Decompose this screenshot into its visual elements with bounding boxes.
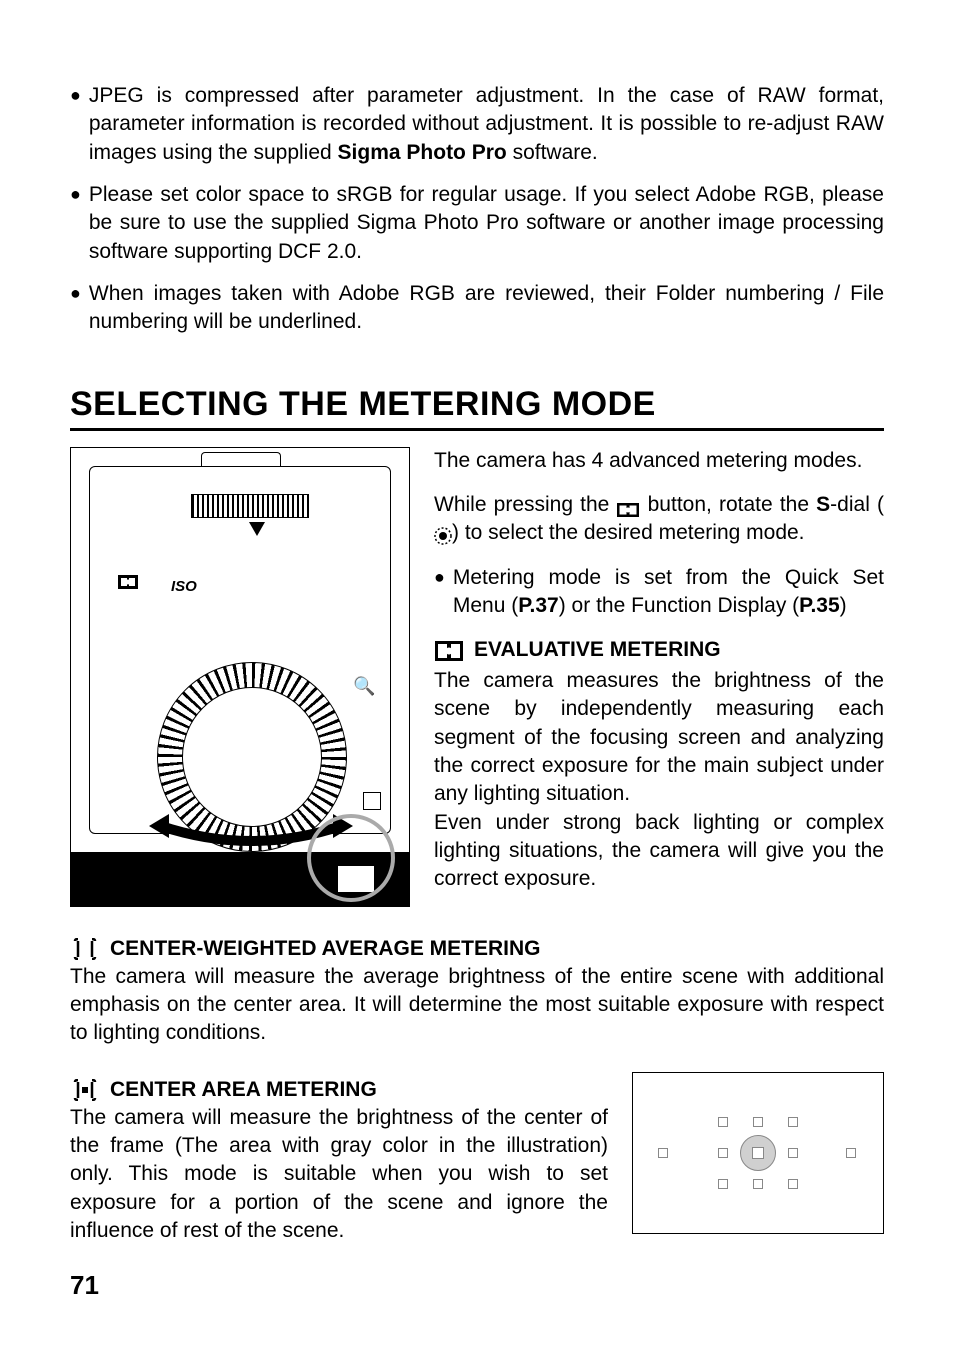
center-area-title: CENTER AREA METERING bbox=[110, 1078, 377, 1102]
af-point-diagram bbox=[632, 1072, 884, 1234]
af-point-square bbox=[753, 1179, 763, 1189]
center-weighted-title: CENTER-WEIGHTED AVERAGE METERING bbox=[110, 937, 541, 961]
bullet-item: ● When images taken with Adobe RGB are r… bbox=[70, 280, 884, 337]
evaluative-para-2: Even under strong back lighting or compl… bbox=[434, 809, 884, 894]
highlight-circle bbox=[307, 814, 395, 902]
af-point-square bbox=[788, 1148, 798, 1158]
evaluative-title: EVALUATIVE METERING bbox=[474, 636, 721, 664]
section-title: SELECTING THE METERING MODE bbox=[70, 385, 884, 431]
metering-button-inline-icon bbox=[616, 498, 640, 514]
evaluative-heading: EVALUATIVE METERING bbox=[434, 636, 884, 664]
af-point-square bbox=[718, 1148, 728, 1158]
af-point-square bbox=[753, 1117, 763, 1127]
bullet-item: ● Please set color space to sRGB for reg… bbox=[70, 181, 884, 266]
center-weighted-heading: CENTER-WEIGHTED AVERAGE METERING bbox=[70, 937, 884, 961]
bullet-text-post: software. bbox=[507, 141, 598, 164]
bullet-text-bold: Sigma Photo Pro bbox=[338, 141, 507, 164]
bullet-dot: ● bbox=[434, 564, 453, 621]
bullet-text: When images taken with Adobe RGB are rev… bbox=[89, 280, 884, 337]
af-point-square bbox=[718, 1179, 728, 1189]
af-point-square bbox=[788, 1179, 798, 1189]
bullet-text: Please set color space to sRGB for regul… bbox=[89, 181, 884, 266]
af-point-square bbox=[788, 1117, 798, 1127]
s-dial-inline-icon bbox=[434, 525, 452, 543]
iso-label: ISO bbox=[171, 578, 197, 595]
intro-para-2: While pressing the button, rotate the S-… bbox=[434, 491, 884, 548]
camera-illustration: ISO 🔍 bbox=[70, 447, 410, 907]
af-point-square bbox=[658, 1148, 668, 1158]
center-area-heading: CENTER AREA METERING bbox=[70, 1078, 608, 1102]
move-icon bbox=[363, 792, 381, 810]
center-area-icon bbox=[70, 1079, 100, 1101]
center-area-para: The camera will measure the brightness o… bbox=[70, 1104, 608, 1246]
bullet-dot: ● bbox=[70, 280, 89, 337]
af-point-square bbox=[718, 1117, 728, 1127]
metering-button-icon bbox=[117, 574, 139, 590]
magnify-icon: 🔍 bbox=[353, 676, 375, 698]
af-center-square bbox=[752, 1147, 764, 1159]
sub-bullet: ● Metering mode is set from the Quick Se… bbox=[434, 564, 884, 621]
center-weighted-icon bbox=[70, 938, 100, 960]
af-point-square bbox=[846, 1148, 856, 1158]
bullet-dot: ● bbox=[70, 82, 89, 167]
center-weighted-para: The camera will measure the average brig… bbox=[70, 963, 884, 1048]
evaluative-metering-icon bbox=[434, 640, 464, 662]
intro-bullet-list: ● JPEG is compressed after parameter adj… bbox=[70, 82, 884, 337]
evaluative-para-1: The camera measures the brightness of th… bbox=[434, 667, 884, 809]
sub-bullet-text: Metering mode is set from the Quick Set … bbox=[453, 564, 884, 621]
page-number: 71 bbox=[70, 1270, 99, 1301]
bullet-text: JPEG is compressed after parameter adjus… bbox=[89, 82, 884, 167]
bullet-item: ● JPEG is compressed after parameter adj… bbox=[70, 82, 884, 167]
bullet-dot: ● bbox=[70, 181, 89, 266]
intro-para-1: The camera has 4 advanced metering modes… bbox=[434, 447, 884, 475]
